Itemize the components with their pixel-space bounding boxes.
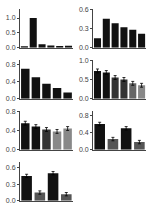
svg-text:0.4: 0.4 xyxy=(6,78,16,85)
svg-text:0.0: 0.0 xyxy=(79,95,89,102)
svg-text:0.6: 0.6 xyxy=(6,164,16,171)
svg-text:0.8: 0.8 xyxy=(6,108,16,115)
svg-text:0.3: 0.3 xyxy=(79,25,89,32)
svg-text:0.0: 0.0 xyxy=(6,95,16,102)
svg-text:0.6: 0.6 xyxy=(79,6,89,13)
svg-text:0.3: 0.3 xyxy=(6,181,16,188)
svg-text:0.0: 0.0 xyxy=(79,44,89,51)
svg-text:0.5: 0.5 xyxy=(79,76,89,83)
svg-text:0.4: 0.4 xyxy=(79,129,89,136)
svg-text:0.8: 0.8 xyxy=(6,61,16,68)
svg-text:1.0: 1.0 xyxy=(79,57,89,64)
svg-text:0.5: 0.5 xyxy=(6,29,16,36)
svg-text:0.0: 0.0 xyxy=(6,197,16,204)
svg-text:1.0: 1.0 xyxy=(6,14,16,21)
svg-text:0.0: 0.0 xyxy=(79,146,89,153)
svg-text:0.0: 0.0 xyxy=(6,146,16,153)
svg-text:0.4: 0.4 xyxy=(6,127,16,134)
svg-text:0.8: 0.8 xyxy=(79,112,89,119)
svg-text:0.0: 0.0 xyxy=(6,44,16,51)
